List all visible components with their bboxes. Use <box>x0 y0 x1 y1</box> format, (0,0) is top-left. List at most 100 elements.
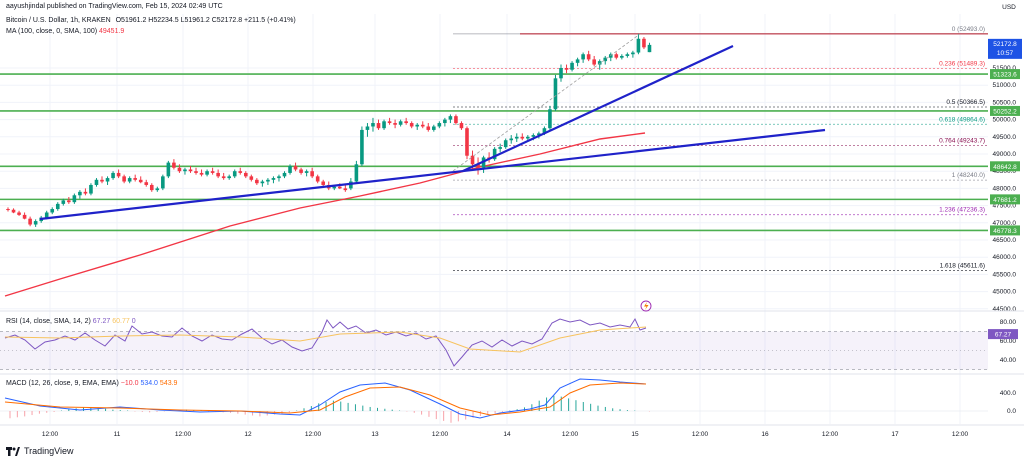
candle-body <box>17 212 21 215</box>
candle-body <box>255 179 259 184</box>
rsi-value-tag <box>988 329 1018 340</box>
candle-body <box>22 214 27 219</box>
price-tick: 51500.0 <box>993 65 1017 72</box>
candle-body <box>127 178 132 182</box>
price-tick: 50500.0 <box>993 99 1017 106</box>
symbol-name[interactable]: Bitcoin / U.S. Dollar, 1h, KRAKEN <box>6 17 111 24</box>
time-tick: 12:00 <box>562 431 579 438</box>
macd-value: 534.0 <box>140 380 158 387</box>
candle-body <box>586 54 591 60</box>
candle-body <box>409 123 414 127</box>
candle-body <box>542 128 547 134</box>
candle-body <box>404 121 408 124</box>
bolt-icon[interactable] <box>640 300 652 312</box>
candle-body <box>387 121 392 124</box>
ma-legend[interactable]: MA (100, close, 0, SMA, 100) 49451.9 <box>6 28 124 35</box>
price-tick: 46500.0 <box>993 237 1017 244</box>
time-tick: 12:00 <box>432 431 449 438</box>
candle-body <box>454 116 458 124</box>
fib-label: 0.618 (49864.6) <box>939 116 985 123</box>
time-tick: 16 <box>761 431 769 438</box>
price-tick: 49500.0 <box>993 134 1017 141</box>
candle-body <box>432 126 436 130</box>
candle-body <box>216 172 220 177</box>
fib-label: 0.236 (51489.3) <box>939 60 985 67</box>
candle-body <box>177 167 182 172</box>
candle-body <box>647 44 652 53</box>
candle-body <box>509 138 514 141</box>
candle-body <box>332 186 337 189</box>
candle-body <box>260 181 265 184</box>
price-tick: 49000.0 <box>993 151 1017 158</box>
candle-body <box>492 148 497 160</box>
candle-body <box>61 200 66 204</box>
candle-body <box>288 166 292 173</box>
candle-body <box>514 136 519 139</box>
level-price-label: 50252.2 <box>993 108 1017 115</box>
candle-body <box>138 179 143 183</box>
publish-credit: aayushjindal published on TradingView.co… <box>6 3 223 10</box>
candle-body <box>194 171 198 173</box>
level-price-label: 48642.8 <box>993 164 1017 171</box>
fib-label: 1.618 (45611.6) <box>940 263 985 270</box>
macd-legend[interactable]: MACD (12, 26, close, 9, EMA, EMA) −10.0 … <box>6 380 177 387</box>
price-tick: 47500.0 <box>993 203 1017 210</box>
fibonacci-retracement: 0 (52493.0) 0.236 (51489.3) 0.5 (50366.5) 0… <box>453 26 988 271</box>
macd-hist-value: −10.0 <box>120 380 139 387</box>
candle-body <box>548 109 552 129</box>
macd-line <box>4 378 647 419</box>
current-price-tag <box>988 38 1022 59</box>
rsi-legend[interactable]: RSI (14, close, SMA, 14, 2) 67.27 60.77 … <box>6 318 136 325</box>
candle-body <box>149 184 154 191</box>
candle-body <box>448 116 453 120</box>
candle-body <box>299 169 303 173</box>
candle-body <box>625 54 630 56</box>
candle-body <box>227 176 231 179</box>
macd-label: MACD (12, 26, close, 9, EMA, EMA) <box>6 380 119 387</box>
candle-body <box>155 188 160 191</box>
price-tick: 48500.0 <box>993 168 1017 175</box>
tradingview-logo-icon <box>6 446 20 456</box>
rsi-tick: 80.00 <box>1000 319 1017 326</box>
macd-pane: 400.0 0.0 <box>0 373 1024 423</box>
candle-body <box>166 162 171 177</box>
candle-body <box>205 171 209 175</box>
candle-body <box>161 176 165 189</box>
candle-body <box>620 55 624 58</box>
candle-body <box>371 123 375 127</box>
macd-tick: 400.0 <box>1000 390 1017 397</box>
time-tick: 14 <box>503 431 511 438</box>
candle-body <box>520 136 525 139</box>
rsi-tick: 40.00 <box>1000 357 1017 364</box>
time-tick: 17 <box>891 431 899 438</box>
rsi-line <box>4 317 647 367</box>
candle-body <box>238 171 243 173</box>
candle-body <box>398 121 403 125</box>
time-axis: 12:00 11 12:00 12 12:00 13 12:00 14 12:00 15 12:00… <box>0 424 1024 438</box>
current-price-label: 52172.8 <box>993 41 1017 48</box>
time-tick: 12:00 <box>952 431 969 438</box>
candle-body <box>105 178 110 182</box>
signal-line <box>4 382 647 416</box>
candle-body <box>293 166 298 170</box>
candle-body <box>559 68 563 79</box>
trendline-upper <box>462 45 734 172</box>
candle-body <box>476 164 480 168</box>
candle-body <box>210 171 215 173</box>
level-price-label: 46778.3 <box>993 228 1017 235</box>
candle-body <box>470 155 475 165</box>
candle-body <box>415 124 420 127</box>
level-price-tag <box>990 161 1020 172</box>
rsi-ma-value: 60.77 <box>112 318 130 325</box>
candle-body <box>6 209 10 211</box>
candle-body <box>271 178 276 180</box>
candle-body <box>608 54 613 58</box>
ma-label: MA (100, close, 0, SMA, 100) <box>6 28 98 35</box>
candle-body <box>188 169 193 172</box>
tradingview-logo[interactable]: TradingView <box>6 446 74 456</box>
price-tick: 44500.0 <box>993 306 1017 313</box>
level-price-tag <box>990 69 1020 80</box>
candle-body <box>443 119 447 124</box>
price-tick: 48000.0 <box>993 185 1017 192</box>
